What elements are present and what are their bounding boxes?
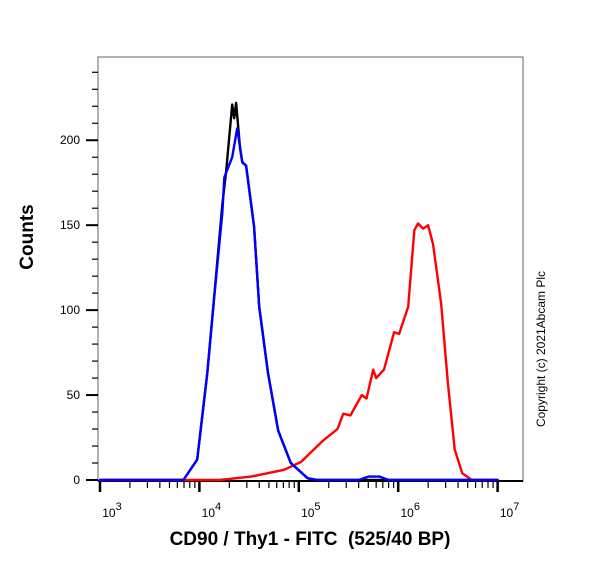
y-tick-label: 200	[60, 133, 80, 147]
y-tick-label: 100	[60, 303, 80, 317]
x-tick-exponent: 7	[513, 501, 519, 513]
y-tick-label: 0	[73, 473, 80, 487]
x-tick-exponent: 6	[414, 501, 420, 513]
x-tick-base: 10	[202, 506, 216, 520]
x-axis: 103 104 105 106 107	[98, 480, 523, 520]
series-line-0	[98, 101, 499, 482]
series-line-2	[98, 127, 499, 482]
series-group	[98, 101, 499, 482]
x-tick-base: 10	[301, 506, 315, 520]
copyright-text: Copyright (c) 2021Abcam Plc	[534, 271, 548, 427]
y-tick-label: 50	[67, 388, 81, 402]
x-tick-base: 10	[400, 506, 414, 520]
x-tick-label: 106	[400, 501, 419, 520]
x-tick-label: 103	[102, 501, 121, 520]
x-axis-title: CD90 / Thy1 - FITC (525/40 BP)	[170, 529, 451, 550]
x-tick-label: 107	[500, 501, 519, 520]
y-axis: 0 50 100 150 200	[60, 71, 98, 487]
y-tick-label: 150	[60, 218, 80, 232]
x-tick-exponent: 3	[116, 501, 122, 513]
x-tick-label: 104	[202, 501, 221, 520]
y-axis-title: Counts	[17, 204, 38, 269]
x-tick-label: 105	[301, 501, 320, 520]
x-tick-exponent: 4	[215, 501, 221, 513]
x-tick-base: 10	[102, 506, 116, 520]
series-line-1	[98, 222, 499, 482]
x-tick-base: 10	[500, 506, 514, 520]
plot-frame	[97, 56, 524, 482]
x-tick-exponent: 5	[314, 501, 320, 513]
